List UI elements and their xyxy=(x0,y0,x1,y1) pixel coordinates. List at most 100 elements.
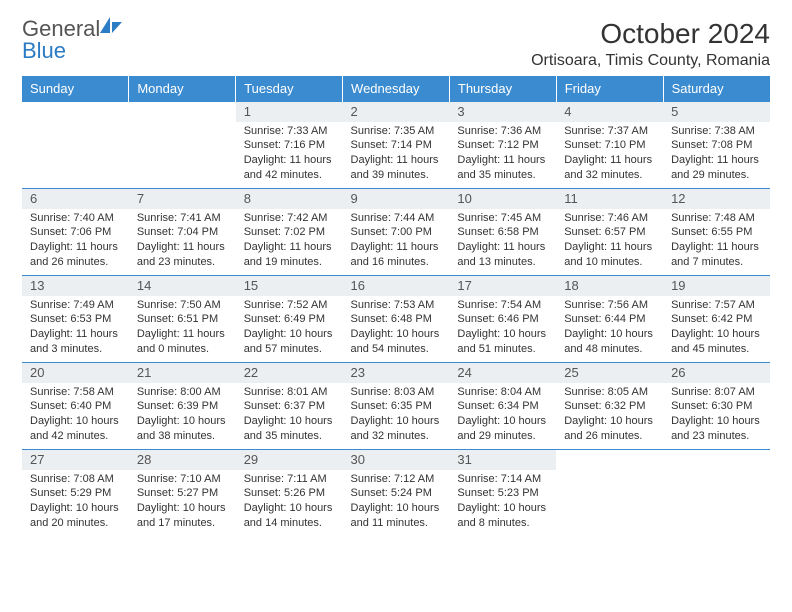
day-number: 7 xyxy=(129,189,236,209)
daylight-line: Daylight: 10 hours and 29 minutes. xyxy=(457,414,548,444)
calendar-day-cell: 19Sunrise: 7:57 AMSunset: 6:42 PMDayligh… xyxy=(663,276,770,363)
sunset-line: Sunset: 6:51 PM xyxy=(137,312,228,327)
sunset-line: Sunset: 6:30 PM xyxy=(671,399,762,414)
day-header: Monday xyxy=(129,76,236,102)
calendar-week-row: 6Sunrise: 7:40 AMSunset: 7:06 PMDaylight… xyxy=(22,189,770,276)
month-title: October 2024 xyxy=(531,18,770,50)
calendar-day-cell: 21Sunrise: 8:00 AMSunset: 6:39 PMDayligh… xyxy=(129,363,236,450)
location-line: Ortisoara, Timis County, Romania xyxy=(531,52,770,70)
sunset-line: Sunset: 6:55 PM xyxy=(671,225,762,240)
sunrise-line: Sunrise: 7:36 AM xyxy=(457,124,548,139)
day-header: Sunday xyxy=(22,76,129,102)
day-header: Thursday xyxy=(449,76,556,102)
calendar-day-cell xyxy=(663,450,770,537)
daylight-line: Daylight: 11 hours and 23 minutes. xyxy=(137,240,228,270)
page-header: General Blue October 2024 Ortisoara, Tim… xyxy=(22,18,770,70)
sunrise-line: Sunrise: 7:41 AM xyxy=(137,211,228,226)
day-data: Sunrise: 7:35 AMSunset: 7:14 PMDaylight:… xyxy=(343,122,450,187)
calendar-week-row: 20Sunrise: 7:58 AMSunset: 6:40 PMDayligh… xyxy=(22,363,770,450)
day-header: Saturday xyxy=(663,76,770,102)
title-block: October 2024 Ortisoara, Timis County, Ro… xyxy=(531,18,770,70)
sunrise-line: Sunrise: 8:07 AM xyxy=(671,385,762,400)
day-data: Sunrise: 7:36 AMSunset: 7:12 PMDaylight:… xyxy=(449,122,556,187)
daylight-line: Daylight: 11 hours and 29 minutes. xyxy=(671,153,762,183)
daylight-line: Daylight: 10 hours and 54 minutes. xyxy=(351,327,442,357)
calendar-day-cell: 17Sunrise: 7:54 AMSunset: 6:46 PMDayligh… xyxy=(449,276,556,363)
sunset-line: Sunset: 7:08 PM xyxy=(671,138,762,153)
daylight-line: Daylight: 10 hours and 48 minutes. xyxy=(564,327,655,357)
sunset-line: Sunset: 6:37 PM xyxy=(244,399,335,414)
day-data: Sunrise: 8:00 AMSunset: 6:39 PMDaylight:… xyxy=(129,383,236,448)
calendar-day-cell: 24Sunrise: 8:04 AMSunset: 6:34 PMDayligh… xyxy=(449,363,556,450)
sunset-line: Sunset: 6:46 PM xyxy=(457,312,548,327)
daylight-line: Daylight: 10 hours and 8 minutes. xyxy=(457,501,548,531)
day-number: 16 xyxy=(343,276,450,296)
sunrise-line: Sunrise: 7:57 AM xyxy=(671,298,762,313)
day-data: Sunrise: 7:48 AMSunset: 6:55 PMDaylight:… xyxy=(663,209,770,274)
sunset-line: Sunset: 6:40 PM xyxy=(30,399,121,414)
calendar-day-cell xyxy=(129,102,236,189)
day-data: Sunrise: 7:50 AMSunset: 6:51 PMDaylight:… xyxy=(129,296,236,361)
day-number: 31 xyxy=(449,450,556,470)
day-data: Sunrise: 7:38 AMSunset: 7:08 PMDaylight:… xyxy=(663,122,770,187)
sunrise-line: Sunrise: 8:04 AM xyxy=(457,385,548,400)
sunrise-line: Sunrise: 7:50 AM xyxy=(137,298,228,313)
day-header-row: SundayMondayTuesdayWednesdayThursdayFrid… xyxy=(22,76,770,102)
day-number: 17 xyxy=(449,276,556,296)
sunrise-line: Sunrise: 7:14 AM xyxy=(457,472,548,487)
sunrise-line: Sunrise: 7:40 AM xyxy=(30,211,121,226)
daylight-line: Daylight: 10 hours and 45 minutes. xyxy=(671,327,762,357)
calendar-day-cell: 1Sunrise: 7:33 AMSunset: 7:16 PMDaylight… xyxy=(236,102,343,189)
calendar-week-row: 1Sunrise: 7:33 AMSunset: 7:16 PMDaylight… xyxy=(22,102,770,189)
daylight-line: Daylight: 11 hours and 3 minutes. xyxy=(30,327,121,357)
day-number: 30 xyxy=(343,450,450,470)
day-number: 24 xyxy=(449,363,556,383)
brand-word-2: Blue xyxy=(22,38,66,63)
calendar-day-cell: 12Sunrise: 7:48 AMSunset: 6:55 PMDayligh… xyxy=(663,189,770,276)
calendar-body: 1Sunrise: 7:33 AMSunset: 7:16 PMDaylight… xyxy=(22,102,770,537)
sail-icon xyxy=(100,16,122,38)
daylight-line: Daylight: 11 hours and 13 minutes. xyxy=(457,240,548,270)
daylight-line: Daylight: 11 hours and 19 minutes. xyxy=(244,240,335,270)
day-number: 14 xyxy=(129,276,236,296)
sunrise-line: Sunrise: 7:38 AM xyxy=(671,124,762,139)
day-number: 15 xyxy=(236,276,343,296)
sunrise-line: Sunrise: 7:45 AM xyxy=(457,211,548,226)
daylight-line: Daylight: 10 hours and 14 minutes. xyxy=(244,501,335,531)
sunrise-line: Sunrise: 7:46 AM xyxy=(564,211,655,226)
day-number: 2 xyxy=(343,102,450,122)
day-data: Sunrise: 7:10 AMSunset: 5:27 PMDaylight:… xyxy=(129,470,236,535)
day-number: 21 xyxy=(129,363,236,383)
calendar-day-cell: 3Sunrise: 7:36 AMSunset: 7:12 PMDaylight… xyxy=(449,102,556,189)
daylight-line: Daylight: 11 hours and 16 minutes. xyxy=(351,240,442,270)
day-number: 11 xyxy=(556,189,663,209)
brand-logo: General Blue xyxy=(22,18,122,62)
day-data: Sunrise: 7:41 AMSunset: 7:04 PMDaylight:… xyxy=(129,209,236,274)
sunrise-line: Sunrise: 7:53 AM xyxy=(351,298,442,313)
day-number: 8 xyxy=(236,189,343,209)
day-number: 26 xyxy=(663,363,770,383)
calendar-week-row: 13Sunrise: 7:49 AMSunset: 6:53 PMDayligh… xyxy=(22,276,770,363)
calendar-day-cell: 30Sunrise: 7:12 AMSunset: 5:24 PMDayligh… xyxy=(343,450,450,537)
brand-text: General Blue xyxy=(22,18,122,62)
calendar-day-cell: 10Sunrise: 7:45 AMSunset: 6:58 PMDayligh… xyxy=(449,189,556,276)
sunset-line: Sunset: 5:26 PM xyxy=(244,486,335,501)
calendar-day-cell: 26Sunrise: 8:07 AMSunset: 6:30 PMDayligh… xyxy=(663,363,770,450)
calendar-day-cell: 11Sunrise: 7:46 AMSunset: 6:57 PMDayligh… xyxy=(556,189,663,276)
sunset-line: Sunset: 7:12 PM xyxy=(457,138,548,153)
day-number: 3 xyxy=(449,102,556,122)
sunrise-line: Sunrise: 7:44 AM xyxy=(351,211,442,226)
sunset-line: Sunset: 6:39 PM xyxy=(137,399,228,414)
sunset-line: Sunset: 6:48 PM xyxy=(351,312,442,327)
day-data: Sunrise: 7:56 AMSunset: 6:44 PMDaylight:… xyxy=(556,296,663,361)
daylight-line: Daylight: 11 hours and 32 minutes. xyxy=(564,153,655,183)
day-header: Friday xyxy=(556,76,663,102)
daylight-line: Daylight: 10 hours and 35 minutes. xyxy=(244,414,335,444)
calendar-table: SundayMondayTuesdayWednesdayThursdayFrid… xyxy=(22,76,770,537)
sunset-line: Sunset: 6:58 PM xyxy=(457,225,548,240)
sunset-line: Sunset: 7:10 PM xyxy=(564,138,655,153)
daylight-line: Daylight: 11 hours and 35 minutes. xyxy=(457,153,548,183)
daylight-line: Daylight: 10 hours and 38 minutes. xyxy=(137,414,228,444)
sunrise-line: Sunrise: 7:42 AM xyxy=(244,211,335,226)
daylight-line: Daylight: 10 hours and 51 minutes. xyxy=(457,327,548,357)
